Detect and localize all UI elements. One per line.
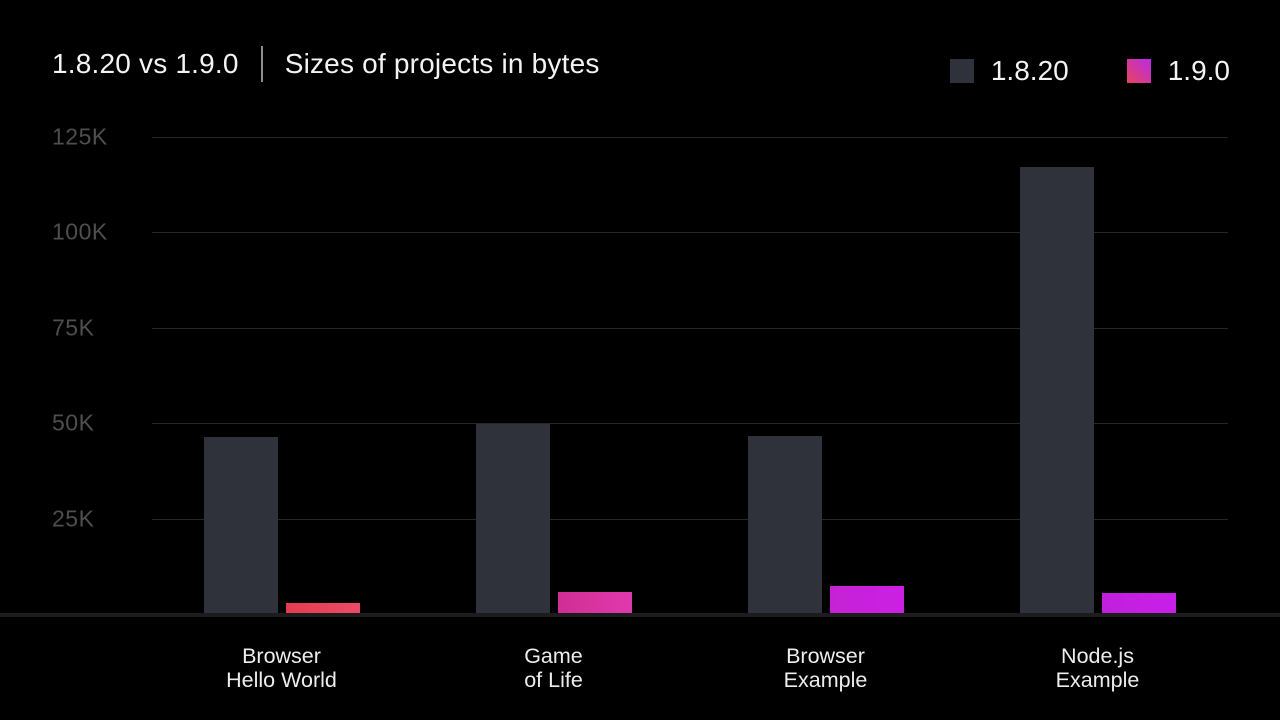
y-tick-125k: 125K <box>52 123 108 150</box>
x-label-line: Example <box>1055 667 1140 692</box>
bar-1-8-20-game-of-life <box>475 423 550 614</box>
legend-label-1-8-20: 1.8.20 <box>990 55 1069 86</box>
title-subtitle: Sizes of projects in bytes <box>284 48 600 79</box>
bar-1-8-20-browser-hello-world <box>203 436 278 614</box>
gridline-25k <box>152 518 1228 520</box>
x-label-game-of-life: Game of Life <box>524 644 583 692</box>
x-label-line: Browser <box>786 644 865 668</box>
bar-1-9-0-browser-hello-world <box>285 602 360 614</box>
bar-1-9-0-game-of-life <box>557 591 632 614</box>
x-label-node-js-example: Node.js Example <box>1055 644 1140 692</box>
y-tick-75k: 75K <box>52 314 95 341</box>
bar-1-8-20-browser-example <box>747 436 822 614</box>
bar-1-9-0-browser-example <box>829 586 904 614</box>
legend-label-1-9-0: 1.9.0 <box>1167 55 1230 86</box>
y-tick-25k: 25K <box>52 505 95 532</box>
y-tick-50k: 50K <box>52 409 95 436</box>
x-label-line: of Life <box>524 667 583 692</box>
x-label-line: Node.js <box>1061 644 1134 668</box>
x-label-line: Example <box>783 667 868 692</box>
gridline-50k <box>152 423 1228 425</box>
gridline-100k <box>152 232 1228 234</box>
bar-1-9-0-node-js-example <box>1101 593 1176 614</box>
legend-item-1-9-0: 1.9.0 <box>1126 55 1230 87</box>
y-tick-100k: 100K <box>52 218 108 245</box>
gridline-75k <box>152 327 1228 329</box>
legend-item-1-8-20: 1.8.20 <box>949 55 1069 87</box>
legend-swatch-1-9-0 <box>1126 59 1151 83</box>
x-label-line: Game <box>524 644 583 668</box>
x-label-browser-hello-world: Browser Hello World <box>226 644 337 692</box>
chart-title: 1.8.20 vs 1.9.0 Sizes of projects in byt… <box>52 46 600 82</box>
x-label-line: Hello World <box>226 667 337 692</box>
plot-area <box>152 137 1228 614</box>
title-separator <box>260 46 263 82</box>
x-label-line: Browser <box>242 644 321 668</box>
bar-1-8-20-node-js-example <box>1019 167 1094 614</box>
legend-swatch-1-8-20 <box>949 59 974 83</box>
gridline-125k <box>152 137 1228 138</box>
x-label-browser-example: Browser Example <box>783 644 868 692</box>
title-version-comparison: 1.8.20 vs 1.9.0 <box>52 48 239 79</box>
chart-legend: 1.8.20 1.9.0 <box>949 55 1230 87</box>
x-axis-line <box>0 613 1280 617</box>
